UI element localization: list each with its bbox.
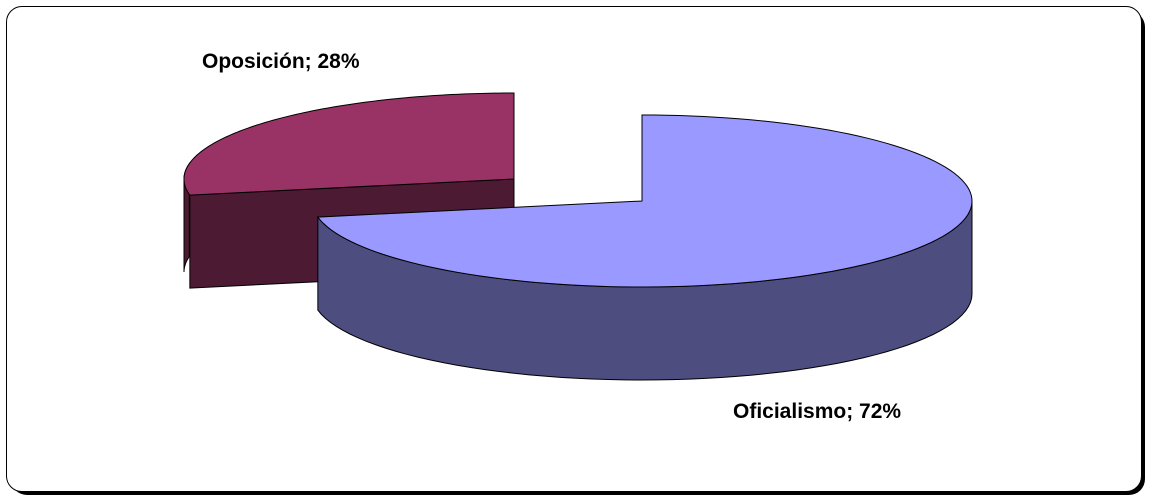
pie-slices <box>183 92 973 381</box>
data-label-oficialismo: Oficialismo; 72% <box>733 400 901 423</box>
pie-slice-oficialismo <box>316 114 973 381</box>
data-label-oposicion: Oposición; 28% <box>202 50 360 73</box>
slice-top <box>183 92 515 196</box>
slice-top <box>316 114 973 288</box>
